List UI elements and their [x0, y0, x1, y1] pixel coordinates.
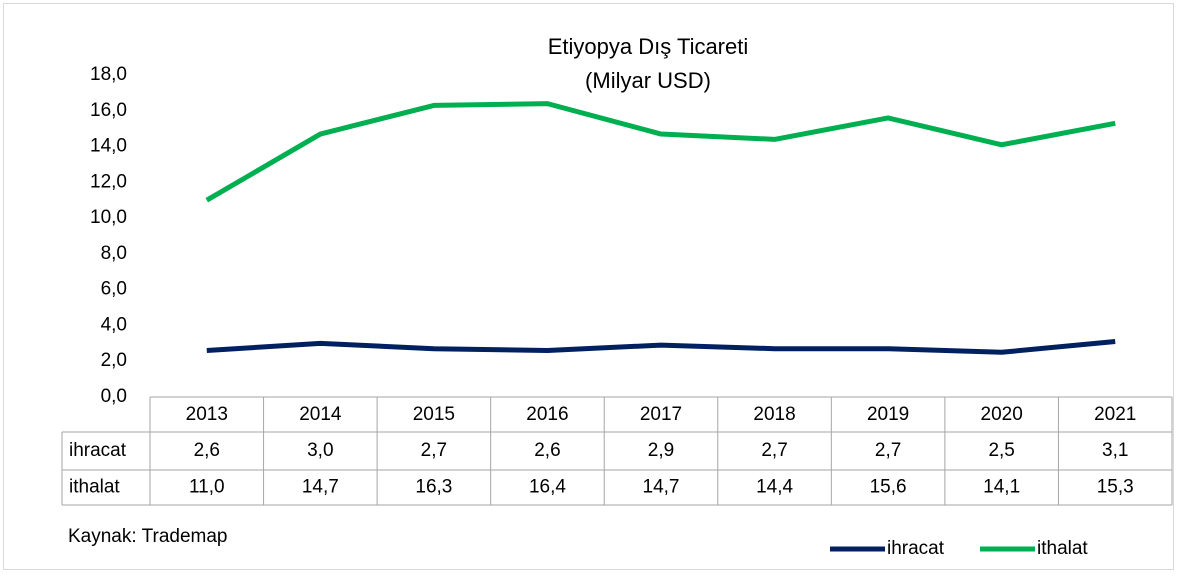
table-value: 14,4: [756, 477, 793, 498]
x-tick-label: 2019: [867, 404, 909, 425]
legend-label: ithalat: [1037, 538, 1088, 559]
chart-title: Etiyopya Dış Ticareti: [548, 34, 749, 59]
y-tick-label: 0,0: [101, 386, 127, 407]
x-tick-label: 2018: [753, 404, 795, 425]
x-tick-label: 2015: [413, 404, 455, 425]
chart-subtitle: (Milyar USD): [585, 68, 711, 93]
y-tick-label: 14,0: [90, 136, 127, 157]
source-note: Kaynak: Trademap: [68, 526, 227, 547]
table-value: 14,7: [302, 477, 339, 498]
table-value: 15,3: [1097, 477, 1134, 498]
table-row-label: ithalat: [69, 477, 120, 498]
x-tick-label: 2017: [640, 404, 682, 425]
table-value: 2,6: [534, 440, 560, 461]
table-value: 14,7: [643, 477, 680, 498]
y-tick-label: 8,0: [101, 243, 127, 264]
x-tick-label: 2016: [526, 404, 568, 425]
y-tick-label: 2,0: [101, 350, 127, 371]
table-value: 2,7: [421, 440, 447, 461]
table-row-label: ihracat: [69, 440, 127, 461]
table-value: 16,3: [415, 477, 452, 498]
table-value: 2,6: [194, 440, 220, 461]
y-tick-label: 6,0: [101, 279, 127, 300]
y-tick-label: 16,0: [90, 100, 127, 121]
table-value: 14,1: [983, 477, 1020, 498]
table-value: 2,9: [648, 440, 674, 461]
y-tick-label: 10,0: [90, 207, 127, 228]
table-value: 2,7: [761, 440, 787, 461]
y-tick-label: 4,0: [101, 314, 127, 335]
table-value: 11,0: [189, 477, 225, 498]
x-tick-label: 2014: [299, 404, 342, 425]
table-value: 2,5: [988, 440, 1014, 461]
y-tick-label: 18,0: [90, 64, 127, 85]
x-tick-label: 2021: [1094, 404, 1136, 425]
table-value: 15,6: [870, 477, 907, 498]
x-tick-label: 2020: [981, 404, 1023, 425]
table-value: 3,1: [1102, 440, 1128, 461]
y-tick-label: 12,0: [90, 171, 127, 192]
table-value: 3,0: [307, 440, 333, 461]
chart-border: [3, 3, 1174, 570]
series-line: [206, 339, 1116, 355]
x-tick-label: 2013: [186, 404, 228, 425]
legend-label: ihracat: [887, 538, 945, 559]
series-line: [205, 101, 1116, 203]
table-value: 16,4: [529, 477, 566, 498]
table-value: 2,7: [875, 440, 901, 461]
